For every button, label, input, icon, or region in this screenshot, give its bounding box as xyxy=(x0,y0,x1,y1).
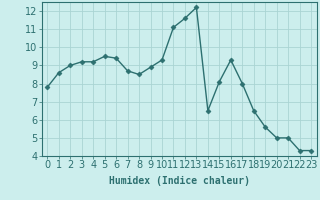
X-axis label: Humidex (Indice chaleur): Humidex (Indice chaleur) xyxy=(109,176,250,186)
